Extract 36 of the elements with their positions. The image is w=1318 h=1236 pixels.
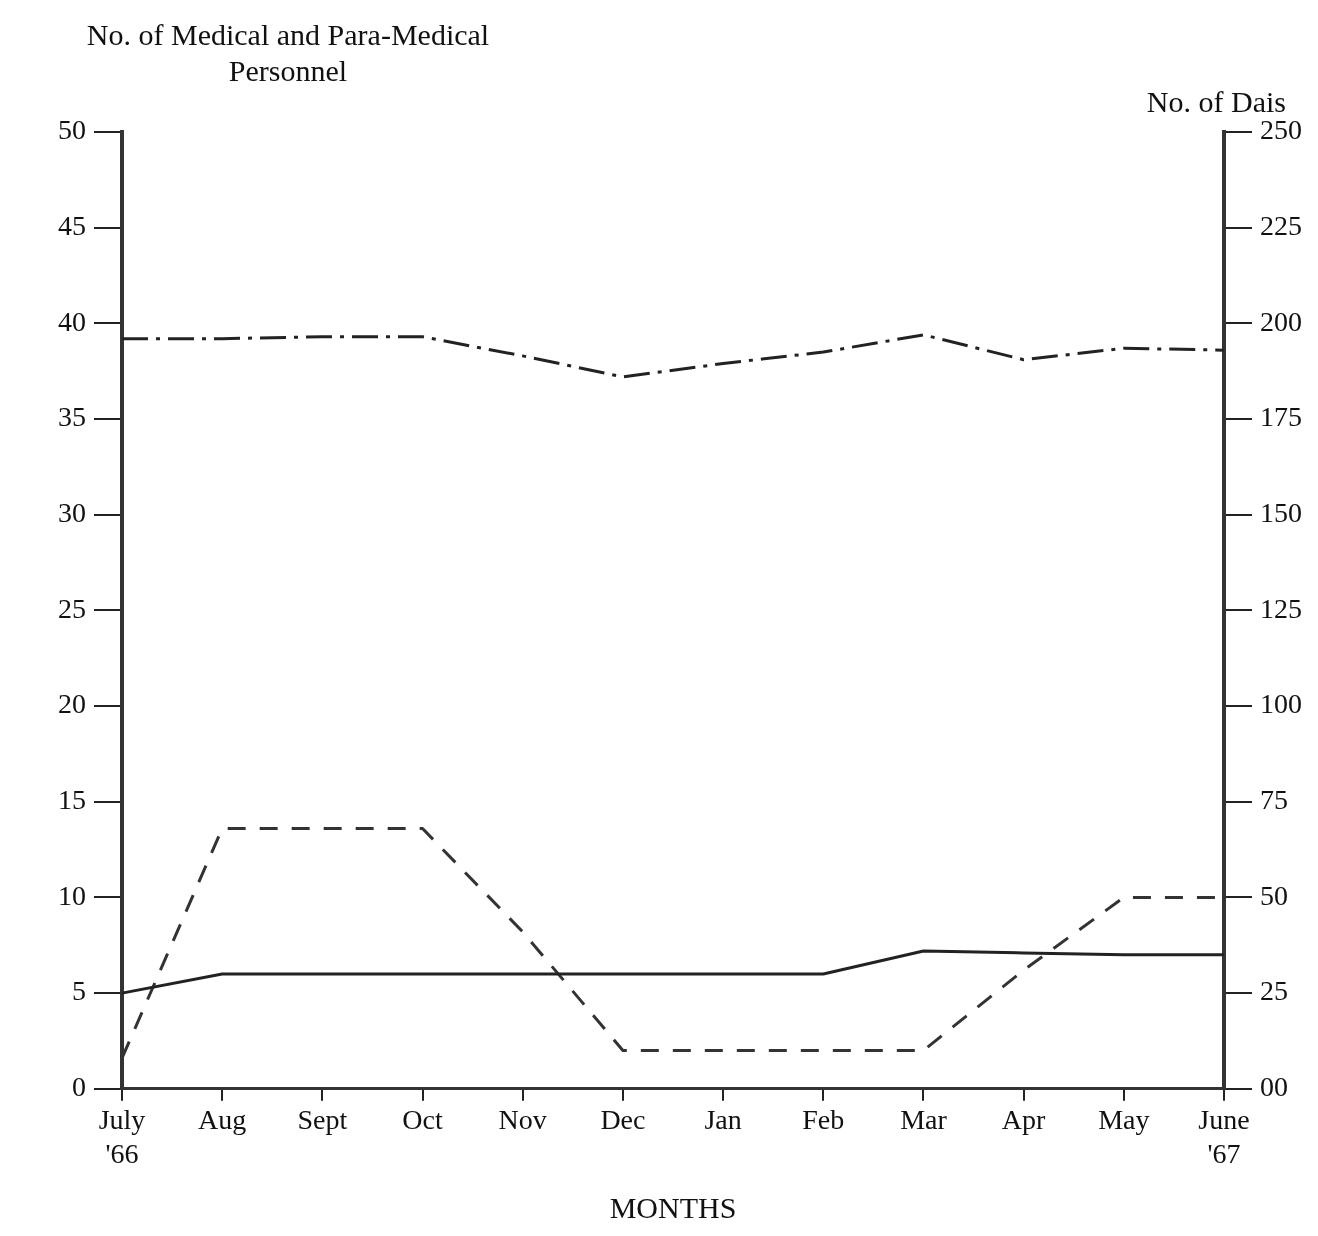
y-tick-label: 20 — [58, 688, 86, 720]
y2-tick-label: 175 — [1260, 401, 1302, 433]
y-tick-label: 25 — [58, 592, 86, 624]
x-tick-label: Sept — [297, 1103, 348, 1135]
x-tick-label: June '67 — [1198, 1103, 1250, 1169]
y2-tick-label: 75 — [1260, 784, 1288, 816]
y-tick-label: 0 — [72, 1071, 86, 1103]
x-tick-label: July '66 — [98, 1103, 146, 1169]
y-tick-label: 5 — [72, 975, 86, 1007]
y-tick-label: 45 — [58, 210, 86, 242]
x-tick-label: Dec — [600, 1103, 646, 1135]
y-tick-label: 30 — [58, 497, 86, 529]
y-tick-label: 10 — [58, 879, 86, 911]
y2-tick-label: 100 — [1260, 688, 1302, 720]
y-tick-label: 40 — [58, 305, 86, 337]
y-axis-title: No. of Medical and Para-Medical Personnel — [86, 18, 490, 87]
y2-tick-label: 25 — [1260, 975, 1288, 1007]
y-tick-label: 50 — [58, 114, 86, 146]
x-tick-label: Nov — [498, 1103, 547, 1135]
y2-tick-label: 50 — [1260, 879, 1288, 911]
y2-tick-label: 225 — [1260, 210, 1302, 242]
x-tick-label: Apr — [1001, 1103, 1047, 1135]
x-tick-label: Oct — [402, 1103, 443, 1135]
x-tick-label: May — [1098, 1103, 1150, 1135]
y2-tick-label: 150 — [1260, 497, 1302, 529]
y-tick-label: 15 — [58, 784, 86, 816]
y2-tick-label: 125 — [1260, 592, 1302, 624]
x-axis-title: MONTHS — [609, 1191, 737, 1224]
line-series — [120, 333, 1226, 379]
x-tick-label: Feb — [802, 1103, 845, 1135]
y2-tick-label: 200 — [1260, 305, 1302, 337]
x-tick-label: Mar — [900, 1103, 948, 1135]
x-tick-label: Jan — [704, 1103, 742, 1135]
x-tick-label: Aug — [198, 1103, 247, 1135]
y-tick-label: 35 — [58, 401, 86, 433]
y2-tick-label: 00 — [1260, 1071, 1288, 1103]
